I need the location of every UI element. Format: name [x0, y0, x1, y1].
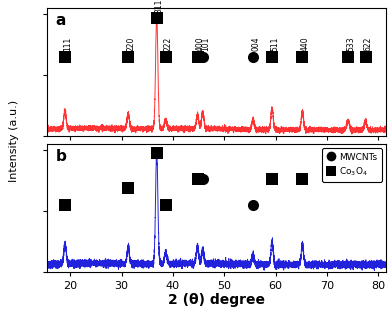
- Text: a: a: [56, 13, 66, 28]
- Text: 440: 440: [300, 37, 309, 51]
- Text: 220: 220: [126, 37, 135, 51]
- X-axis label: 2 (θ) degree: 2 (θ) degree: [168, 293, 265, 307]
- Text: 622: 622: [364, 37, 373, 51]
- Text: 511: 511: [270, 37, 279, 51]
- Legend: MWCNTs, Co$_3$O$_4$: MWCNTs, Co$_3$O$_4$: [322, 148, 381, 182]
- Text: b: b: [56, 149, 66, 164]
- Text: 222: 222: [164, 37, 173, 51]
- Text: 004: 004: [251, 37, 260, 51]
- Text: 533: 533: [346, 37, 355, 51]
- Text: Intensity (a.u.): Intensity (a.u.): [9, 100, 19, 182]
- Text: 111: 111: [63, 37, 72, 51]
- Text: 101: 101: [201, 37, 210, 51]
- Text: 311: 311: [155, 0, 164, 13]
- Text: 400: 400: [196, 37, 205, 51]
